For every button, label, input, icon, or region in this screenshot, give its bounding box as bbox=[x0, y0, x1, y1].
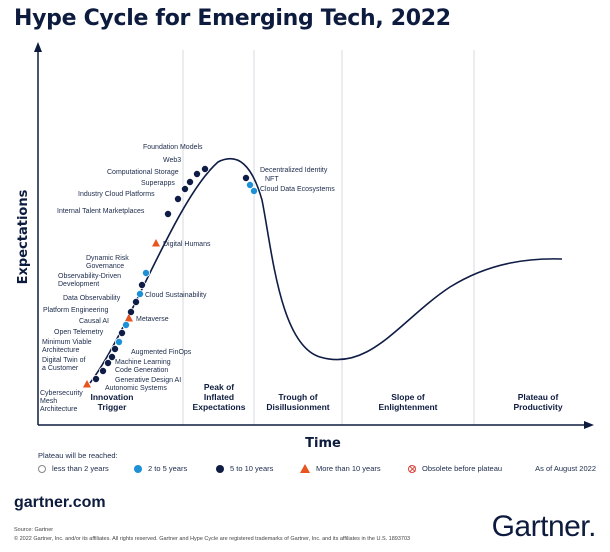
legend-label: 5 to 10 years bbox=[230, 464, 274, 473]
tech-mark-dot bbox=[185, 177, 194, 186]
tech-label: Dynamic Risk Governance bbox=[86, 255, 129, 270]
y-axis-label: Expectations bbox=[16, 189, 31, 284]
source-note: Source: Gartner bbox=[14, 527, 54, 533]
tech-mark-dot bbox=[127, 307, 136, 316]
tech-mark-dot bbox=[111, 344, 120, 353]
as-of-date: As of August 2022 bbox=[535, 464, 596, 473]
legend-title: Plateau will be reached: bbox=[38, 451, 118, 460]
tech-label: NFT bbox=[265, 176, 279, 183]
tech-mark-dot bbox=[104, 358, 113, 367]
tech-mark-dot bbox=[249, 186, 258, 195]
light-blue-circle-icon bbox=[134, 464, 142, 473]
hype-curve bbox=[89, 157, 563, 384]
tech-label: Internal Talent Marketplaces bbox=[57, 208, 145, 215]
x-axis-label: Time bbox=[305, 436, 341, 450]
phase-label: Trough of Disillusionment bbox=[266, 392, 329, 412]
tech-label: Cybersecurity Mesh Architecture bbox=[40, 390, 83, 413]
legend-item-gt10: More than 10 years bbox=[300, 464, 381, 473]
tech-mark-dot bbox=[173, 194, 182, 203]
logo-text: Gartner bbox=[491, 510, 589, 543]
crossed-circle-icon bbox=[408, 464, 416, 473]
tech-label: Data Observability bbox=[63, 295, 121, 302]
phase-labels: Innovation Trigger Peak of Inflated Expectat… bbox=[91, 382, 563, 412]
chart-title: Hype Cycle for Emerging Tech, 2022 bbox=[14, 6, 451, 31]
tech-mark-dot bbox=[141, 268, 150, 277]
copyright-note: © 2022 Gartner, Inc. and/or its affiliat… bbox=[14, 536, 411, 542]
y-axis-arrow bbox=[34, 42, 42, 52]
tech-label: Industry Cloud Platforms bbox=[78, 191, 155, 198]
tech-mark-dot bbox=[99, 366, 108, 375]
tech-label: Autonomic Systems bbox=[105, 385, 167, 392]
tech-label: Foundation Models bbox=[143, 144, 203, 151]
tech-label: Open Telemetry bbox=[54, 329, 104, 336]
tech-mark-triangle bbox=[83, 380, 91, 388]
logo-dot: . bbox=[588, 510, 596, 543]
legend-label: 2 to 5 years bbox=[148, 464, 188, 473]
tech-label: Cloud Data Ecosystems bbox=[260, 186, 335, 193]
tech-label: Platform Engineering bbox=[43, 307, 108, 314]
white-circle-icon bbox=[38, 464, 46, 473]
tech-label: Digital Humans bbox=[163, 241, 211, 248]
phase-dividers bbox=[182, 50, 475, 425]
website-link[interactable]: gartner.com bbox=[14, 494, 106, 511]
tech-mark-dot bbox=[135, 289, 144, 298]
tech-mark-dot bbox=[200, 164, 209, 173]
tech-mark-dot bbox=[108, 352, 117, 361]
tech-mark-triangle bbox=[152, 239, 160, 247]
legend-item-obsolete: Obsolete before plateau bbox=[408, 464, 502, 473]
tech-label: Augmented FinOps bbox=[131, 349, 192, 356]
phase-label: Plateau of Productivity bbox=[513, 392, 562, 412]
navy-circle-icon bbox=[216, 464, 224, 473]
tech-mark-dot bbox=[137, 280, 146, 289]
legend-label: More than 10 years bbox=[316, 464, 381, 473]
legend-item-lt2: less than 2 years bbox=[38, 464, 109, 473]
legend-item-2to5: 2 to 5 years bbox=[134, 464, 187, 473]
tech-label: Generative Design AI bbox=[115, 377, 181, 384]
orange-triangle-icon bbox=[300, 464, 310, 473]
tech-label: Computational Storage bbox=[107, 169, 179, 176]
hype-cycle-chart: Innovation Trigger Peak of Inflated Expectat… bbox=[16, 42, 594, 450]
tech-label: Digital Twin of a Customer bbox=[42, 357, 86, 372]
tech-mark-dot bbox=[92, 374, 101, 383]
tech-mark-dot bbox=[115, 337, 124, 346]
tech-mark-dot bbox=[163, 209, 172, 218]
tech-mark-dot bbox=[245, 180, 254, 189]
tech-label: Cloud Sustainability bbox=[145, 292, 207, 299]
phase-label: Innovation Trigger bbox=[91, 392, 134, 412]
legend-label: less than 2 years bbox=[52, 464, 109, 473]
tech-mark-dot bbox=[118, 328, 127, 337]
tech-mark-triangle bbox=[125, 314, 133, 322]
tech-mark-dot bbox=[131, 297, 140, 306]
phase-label: Slope of Enlightenment bbox=[378, 392, 437, 412]
gartner-logo: Gartner. bbox=[491, 510, 597, 544]
tech-mark-dot bbox=[241, 173, 250, 182]
tech-mark-dot bbox=[122, 320, 131, 329]
x-axis-arrow bbox=[584, 421, 594, 429]
tech-label: Decentralized Identity bbox=[260, 167, 328, 174]
tech-label: Observability-Driven Development bbox=[58, 273, 121, 288]
legend-label: Obsolete before plateau bbox=[422, 464, 503, 473]
tech-label: Minimum Viable Architecture bbox=[42, 339, 92, 354]
phase-label: Peak of Inflated Expectations bbox=[193, 382, 246, 412]
legend: less than 2 years 2 to 5 years 5 to 10 y… bbox=[38, 464, 603, 476]
tech-label: Superapps bbox=[141, 180, 175, 187]
technology-marks: Foundation Models Web3 Computational Stora… bbox=[40, 144, 335, 413]
tech-mark-dot bbox=[180, 184, 189, 193]
tech-label: Metaverse bbox=[136, 316, 169, 323]
tech-label: Causal AI bbox=[79, 318, 109, 325]
tech-label: Machine Learning Code Generation bbox=[115, 359, 171, 374]
legend-item-5to10: 5 to 10 years bbox=[216, 464, 273, 473]
tech-mark-dot bbox=[192, 169, 201, 178]
tech-label: Web3 bbox=[163, 157, 181, 164]
